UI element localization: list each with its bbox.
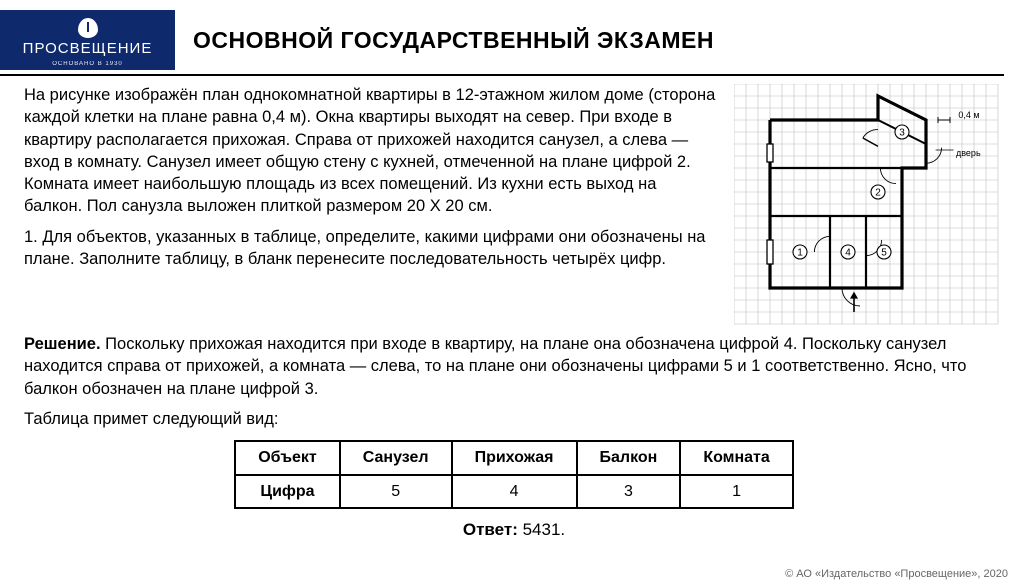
svg-text:1: 1 <box>797 248 803 259</box>
table-header: Прихожая <box>452 441 577 475</box>
table-cell: 4 <box>452 475 577 509</box>
answer-value: 5431. <box>523 520 566 539</box>
publisher-logo: ПРОСВЕЩЕНИЕ ОСНОВАНО В 1930 <box>0 10 175 70</box>
svg-text:2: 2 <box>875 188 881 199</box>
solution-body: Поскольку прихожая находится при входе в… <box>24 335 966 398</box>
table-row-label: Объект <box>235 441 340 475</box>
solution-label: Решение. <box>24 335 101 353</box>
table-cell: 1 <box>680 475 792 509</box>
logo-brand: ПРОСВЕЩЕНИЕ <box>0 40 175 57</box>
problem-task: 1. Для объектов, указанных в таблице, оп… <box>24 226 718 271</box>
table-intro: Таблица примет следующий вид: <box>24 408 1004 430</box>
floor-plan: 1 2 3 4 5 0,4 м дверь <box>734 84 1004 329</box>
problem-description: На рисунке изображён план однокомнатной … <box>24 84 718 218</box>
table-header: Балкон <box>577 441 681 475</box>
table-header: Комната <box>680 441 792 475</box>
solution-text: Решение. Поскольку прихожая находится пр… <box>24 333 1004 400</box>
svg-text:0,4 м: 0,4 м <box>958 110 979 120</box>
table-cell: 3 <box>577 475 681 509</box>
answer-table: ОбъектСанузелПрихожаяБалконКомната Цифра… <box>234 440 794 509</box>
svg-text:3: 3 <box>899 128 905 139</box>
logo-tagline: ОСНОВАНО В 1930 <box>0 61 175 67</box>
table-row-label: Цифра <box>235 475 340 509</box>
logo-crest-icon <box>78 18 98 38</box>
answer-label: Ответ: <box>463 520 518 539</box>
page-title: ОСНОВНОЙ ГОСУДАРСТВЕННЫЙ ЭКЗАМЕН <box>193 27 714 54</box>
copyright: © АО «Издательство «Просвещение», 2020 <box>785 568 1008 580</box>
svg-text:4: 4 <box>845 248 851 259</box>
svg-text:5: 5 <box>881 248 887 259</box>
table-header: Санузел <box>340 441 452 475</box>
svg-text:дверь: дверь <box>956 148 981 158</box>
table-cell: 5 <box>340 475 452 509</box>
final-answer: Ответ: 5431. <box>24 519 1004 542</box>
